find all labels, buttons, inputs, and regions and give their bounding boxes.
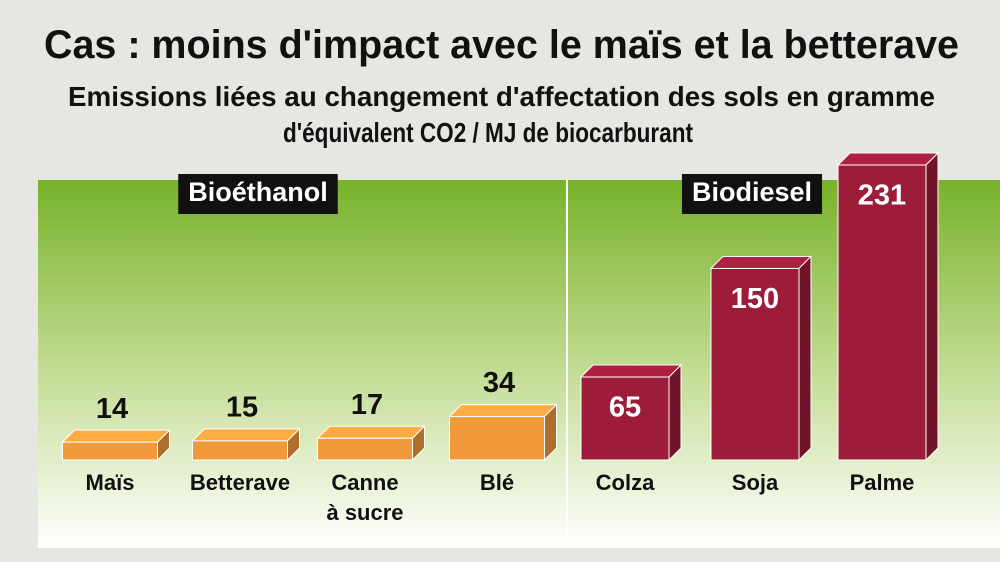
bar-side <box>798 255 812 462</box>
bar-top <box>448 404 558 418</box>
bar <box>837 164 927 461</box>
x-tick-label: Betterave <box>190 470 290 495</box>
x-tick-label: Maïs <box>86 470 135 495</box>
bar <box>710 267 800 461</box>
bar <box>192 440 288 461</box>
bar-side <box>925 151 939 462</box>
group-label-bg <box>178 174 338 214</box>
group-label: Biodiesel <box>692 177 812 207</box>
x-tick-label: Palme <box>850 470 915 495</box>
bar-top <box>836 152 940 166</box>
bar-top <box>709 255 813 269</box>
x-tick-label: Canne à sucre <box>326 470 403 525</box>
subtitle: Emissions liées au changement d'affectat… <box>68 81 935 112</box>
x-tick-label: Soja <box>732 470 779 495</box>
bar-top <box>191 428 301 442</box>
bar <box>449 416 545 461</box>
x-tick-label: Colza <box>596 470 655 495</box>
value-label: 34 <box>483 367 515 399</box>
group-label: Bioéthanol <box>188 177 328 207</box>
bar <box>62 441 158 461</box>
bar-top <box>579 364 683 378</box>
bar <box>317 437 413 461</box>
chart-title: Cas : moins d'impact avec le maïs et la … <box>44 23 959 67</box>
x-tick-label: Blé <box>480 470 514 495</box>
value-label: 17 <box>351 389 383 421</box>
value-label: 14 <box>96 393 128 425</box>
value-label: 150 <box>731 283 779 315</box>
bar-side <box>668 363 682 462</box>
value-label: 65 <box>609 392 641 424</box>
subtitle: d'équivalent CO2 / MJ de biocarburant <box>283 117 693 148</box>
bar-top <box>61 429 171 443</box>
group-label-bg <box>681 174 823 214</box>
value-label: 231 <box>858 180 906 212</box>
bar-top <box>316 425 426 439</box>
value-label: 15 <box>226 392 258 424</box>
bar <box>580 376 670 461</box>
